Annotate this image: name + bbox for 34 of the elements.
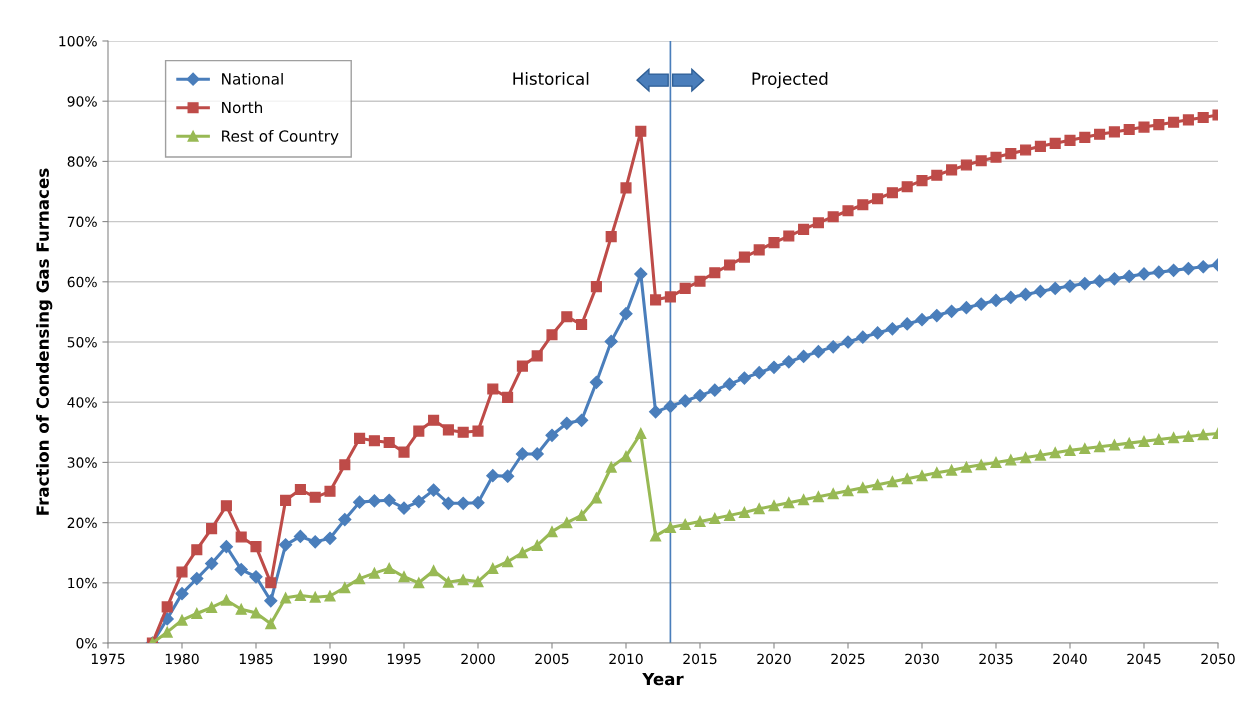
x-tick-label: 2020 [757, 653, 791, 665]
x-tick-label: 1980 [165, 653, 199, 665]
x-tick-label: 2010 [609, 653, 643, 665]
x-tick-label: 2015 [683, 653, 717, 665]
x-tick-label: 1985 [239, 653, 273, 665]
y-tick-label: 40% [67, 397, 97, 408]
y-tick-label: 80% [67, 156, 97, 167]
y-tick-label: 90% [67, 96, 97, 107]
y-tick-label: 100% [59, 35, 97, 47]
y-tick-label: 50% [67, 336, 97, 348]
x-axis-title: Year [642, 672, 684, 686]
y-tick-label: 10% [68, 577, 97, 589]
y-axis-title: Fraction of Condensing Gas Furnaces [36, 168, 53, 515]
annotation: Historical [513, 72, 589, 85]
x-tick-label: 2025 [831, 653, 865, 665]
x-tick-label: 2035 [979, 653, 1013, 665]
y-tick-label: 30% [67, 457, 97, 468]
x-tick-label: 2000 [461, 653, 495, 665]
x-tick-label: 2050 [1201, 653, 1235, 665]
x-tick-label: 2040 [1053, 653, 1087, 665]
x-tick-label: 2005 [535, 653, 569, 665]
legend-label: North [222, 101, 263, 114]
x-tick-label: 1975 [91, 653, 125, 665]
y-tick-label: 70% [67, 216, 97, 228]
x-tick-label: 2045 [1127, 653, 1161, 665]
x-tick-label: 1990 [313, 653, 347, 665]
annotation: Projected [752, 72, 828, 89]
x-tick-label: 2030 [905, 653, 939, 665]
y-tick-label: 60% [67, 276, 97, 288]
legend-label: National [222, 72, 283, 85]
x-tick-label: 1995 [387, 653, 421, 665]
legend-label: Rest of Country [222, 129, 339, 145]
y-tick-label: 0% [76, 637, 97, 649]
y-tick-label: 20% [67, 517, 97, 529]
